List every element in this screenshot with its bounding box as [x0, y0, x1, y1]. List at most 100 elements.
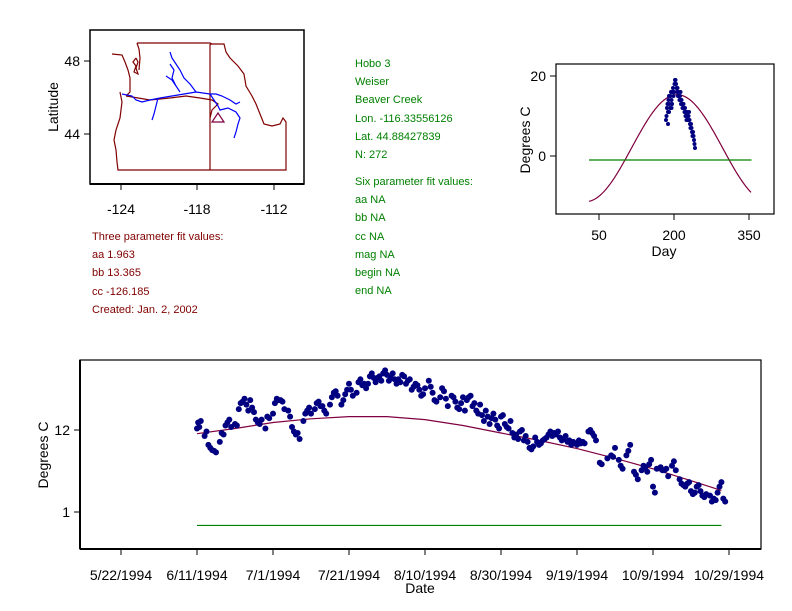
three-param-line: Created: Jan. 2, 2002	[92, 303, 198, 316]
date-point	[598, 461, 605, 468]
date-x-ticks: 5/22/1994 6/11/1994 7/1/1994 7/21/1994 8/10/…	[90, 549, 764, 583]
date-x-tick-label: 8/10/1994	[394, 567, 456, 583]
date-point	[389, 370, 396, 377]
season-point	[691, 134, 696, 138]
date-x-tick-label: 7/21/1994	[318, 567, 380, 583]
date-point	[612, 444, 618, 451]
date-point	[648, 456, 655, 463]
season-ticks	[550, 75, 750, 220]
date-point	[593, 437, 599, 444]
daily-temperature-chart: 5/22/1994 6/11/1994 7/1/1994 7/21/1994 8/10/…	[35, 359, 764, 596]
site-info-line: N: 272	[355, 148, 388, 161]
map-x-tick-label: -112	[261, 201, 288, 217]
date-point	[644, 468, 651, 475]
date-point	[334, 392, 341, 399]
date-point	[691, 489, 698, 496]
seasonal-fit-chart: 50 200 350 20 0 Day Degrees C	[517, 63, 775, 259]
date-x-tick-label: 6/11/1994	[166, 567, 227, 583]
date-point	[625, 447, 632, 454]
date-point	[285, 407, 292, 414]
date-point	[496, 425, 503, 432]
season-point	[666, 98, 671, 102]
date-point	[340, 397, 347, 404]
date-point	[323, 410, 330, 417]
or-wa-border	[125, 95, 219, 119]
season-point	[671, 94, 676, 98]
date-point	[712, 497, 719, 504]
date-point	[522, 432, 529, 439]
date-point	[241, 395, 248, 402]
date-point	[490, 410, 497, 417]
date-point	[327, 401, 333, 408]
season-point	[669, 98, 674, 102]
date-point	[452, 398, 459, 405]
site-info: Hobo 3 Weiser Beaver Creek Lon. -116.335561…	[355, 58, 453, 167]
site-marker-triangle	[210, 111, 226, 123]
season-point	[689, 122, 693, 126]
season-point	[693, 146, 697, 150]
six-param-line: bb NA	[355, 212, 386, 225]
snake-river	[209, 93, 241, 139]
season-point	[673, 78, 678, 82]
date-point	[401, 373, 408, 380]
date-point	[233, 422, 240, 429]
six-parameter-fit-values: Six parameter fit values: aa NA bb NA cc NA…	[355, 176, 473, 303]
date-point	[296, 435, 303, 442]
date-point	[507, 418, 514, 425]
date-point	[518, 427, 525, 433]
six-param-line: Six parameter fit values:	[355, 176, 473, 188]
date-point	[471, 400, 478, 407]
date-point	[456, 406, 463, 413]
season-point	[675, 86, 680, 90]
date-point	[515, 435, 522, 442]
three-param-line: aa 1.963	[92, 249, 135, 262]
season-point	[687, 118, 692, 122]
date-point	[610, 453, 617, 460]
map-y-axis-label: Latitude	[45, 82, 61, 132]
map-state-borders	[111, 42, 287, 171]
date-point	[235, 406, 242, 413]
date-y-tick-label: 12	[54, 422, 70, 438]
date-point	[422, 385, 428, 392]
site-info-line: Weiser	[355, 76, 390, 89]
season-point	[679, 98, 684, 102]
date-point	[357, 376, 364, 383]
date-point	[251, 409, 257, 416]
season-point	[678, 94, 682, 98]
six-param-line: end NA	[355, 285, 392, 298]
season-point	[672, 90, 676, 94]
date-point	[437, 394, 444, 401]
date-point	[627, 441, 634, 448]
date-x-tick-label: 8/30/1994	[470, 567, 532, 583]
season-point	[667, 110, 671, 114]
date-point	[458, 400, 465, 407]
season-x-tick-label: 50	[591, 227, 607, 243]
date-point	[226, 416, 233, 423]
date-point	[441, 388, 447, 395]
date-point	[406, 376, 413, 383]
date-point	[524, 438, 531, 445]
date-point	[555, 428, 561, 435]
date-point	[213, 449, 219, 456]
date-point	[634, 476, 641, 483]
date-point	[220, 431, 227, 438]
season-point	[674, 82, 678, 86]
map-x-tick-label: -118	[184, 201, 211, 217]
site-info-line: Hobo 3	[355, 58, 391, 70]
yakima-river	[165, 63, 181, 93]
three-parameter-fit-values: Three parameter fit values: aa 1.963 bb 13…	[92, 231, 223, 322]
date-point	[203, 428, 210, 435]
season-y-tick-label: 20	[530, 68, 546, 84]
date-point	[287, 413, 294, 420]
date-point	[429, 389, 436, 396]
date-point	[420, 391, 427, 398]
date-point	[722, 498, 729, 505]
season-x-tick-label: 350	[737, 227, 761, 243]
date-point	[650, 483, 656, 490]
six-param-line: mag NA	[355, 248, 395, 261]
date-point	[718, 479, 725, 486]
date-point	[695, 482, 702, 489]
date-point	[482, 407, 489, 414]
season-point	[668, 94, 673, 98]
date-x-tick-label: 10/29/1994	[694, 567, 764, 583]
